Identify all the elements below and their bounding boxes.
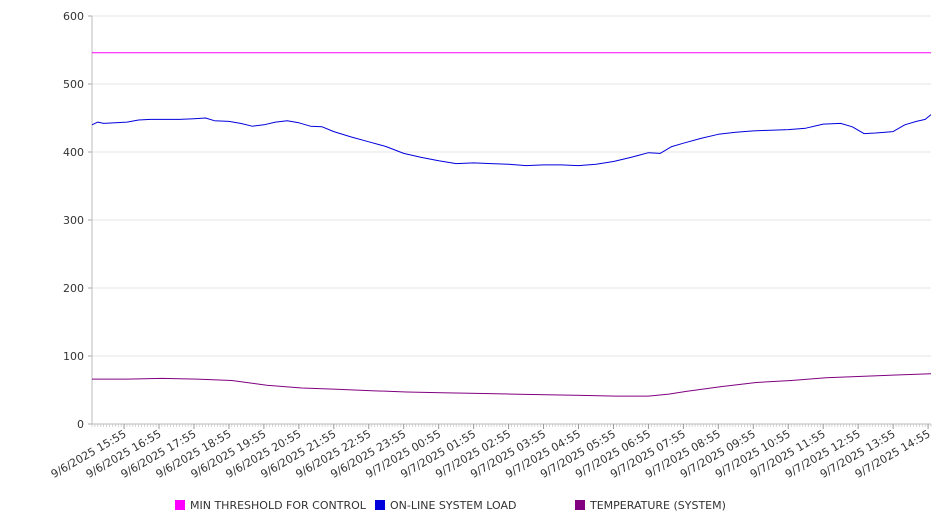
legend-label-min-threshold: MIN THRESHOLD FOR CONTROL: [190, 498, 366, 512]
legend-label-system-load: ON-LINE SYSTEM LOAD: [390, 498, 517, 512]
y-tick-label-100: 100: [63, 350, 84, 363]
legend-swatch-min-threshold: [175, 500, 185, 510]
legend-swatch-temperature: [575, 500, 585, 510]
y-tick-label-0: 0: [77, 418, 84, 431]
legend-item-temperature[interactable]: TEMPERATURE (SYSTEM): [575, 497, 726, 513]
y-tick-label-300: 300: [63, 214, 84, 227]
y-tick-label-500: 500: [63, 78, 84, 91]
series-lines: [91, 52, 932, 397]
legend-label-temperature: TEMPERATURE (SYSTEM): [590, 498, 726, 512]
y-tick-label-400: 400: [63, 146, 84, 159]
series-line-temperature-system[interactable]: [92, 373, 932, 397]
legend-item-min-threshold[interactable]: MIN THRESHOLD FOR CONTROL: [175, 497, 366, 513]
gridlines: [92, 15, 931, 357]
legend-item-system-load[interactable]: ON-LINE SYSTEM LOAD: [375, 497, 516, 513]
y-tick-label-600: 600: [63, 10, 84, 23]
chart-legend: MIN THRESHOLD FOR CONTROL ON-LINE SYSTEM…: [0, 497, 946, 515]
y-tick-label-200: 200: [63, 282, 84, 295]
series-line-on-line-system-load[interactable]: [91, 114, 932, 167]
legend-swatch-system-load: [375, 500, 385, 510]
